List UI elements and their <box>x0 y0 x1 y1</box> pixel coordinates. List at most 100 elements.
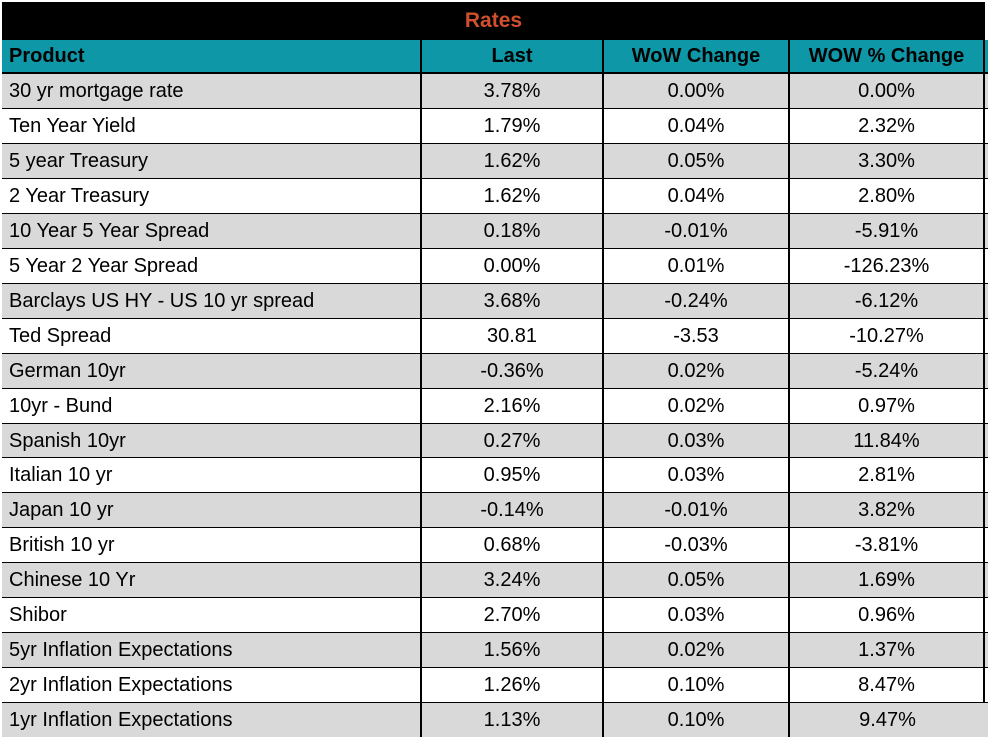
cell-last[interactable]: 0.95% <box>420 458 602 493</box>
cell-last[interactable]: 1.13% <box>420 703 602 737</box>
cell-wow-pct-change[interactable]: 0.97% <box>788 388 985 423</box>
cell-last[interactable]: 0.27% <box>420 423 602 458</box>
cell-wow-change[interactable]: 0.10% <box>602 668 788 703</box>
cell-wow-change[interactable]: 0.03% <box>602 458 788 493</box>
cell-product[interactable]: Shibor <box>9 604 67 627</box>
cell-wow-pct-change[interactable]: 9.47% <box>788 703 985 737</box>
cell-wow-change[interactable]: 0.05% <box>602 143 788 178</box>
cell-wow-pct-change[interactable]: 1.69% <box>788 563 985 598</box>
cell-wow-pct-change[interactable]: 3.30% <box>788 143 985 178</box>
cell-wow-pct-change[interactable]: 2.32% <box>788 108 985 143</box>
cell-product[interactable]: 2 Year Treasury <box>9 184 150 207</box>
cell-product[interactable]: Chinese 10 Yr <box>9 569 136 592</box>
cell-wow-change[interactable]: -0.01% <box>602 493 788 528</box>
cell-wow-pct-change[interactable]: -6.12% <box>788 283 985 318</box>
cell-wow-pct-change[interactable]: 0.96% <box>788 598 985 633</box>
table-row: 5yr Inflation Expectations 1.56% 0.02% 1… <box>2 633 988 669</box>
cell-last[interactable]: 1.62% <box>420 178 602 213</box>
cell-last[interactable]: 3.68% <box>420 283 602 318</box>
cell-last[interactable]: 1.26% <box>420 668 602 703</box>
table-row: 5 year Treasury 1.62% 0.05% 3.30% <box>2 143 988 179</box>
cell-wow-change[interactable]: 0.02% <box>602 388 788 423</box>
column-header-product[interactable]: Product <box>9 45 85 67</box>
cell-wow-pct-change[interactable]: 2.81% <box>788 458 985 493</box>
cell-wow-pct-change[interactable]: -3.81% <box>788 528 985 563</box>
table-row: 30 yr mortgage rate 3.78% 0.00% 0.00% <box>2 74 988 109</box>
cell-wow-change[interactable]: 0.03% <box>602 598 788 633</box>
cell-product[interactable]: Spanish 10yr <box>9 429 126 452</box>
table-row: Italian 10 yr 0.95% 0.03% 2.81% <box>2 458 988 494</box>
cell-wow-change[interactable]: -0.24% <box>602 283 788 318</box>
cell-product[interactable]: German 10yr <box>9 359 126 382</box>
table-row: 5 Year 2 Year Spread 0.00% 0.01% -126.23… <box>2 248 988 284</box>
cell-product[interactable]: Japan 10 yr <box>9 499 114 522</box>
table-row: 2yr Inflation Expectations 1.26% 0.10% 8… <box>2 668 988 704</box>
cell-wow-change[interactable]: 0.04% <box>602 108 788 143</box>
cell-last[interactable]: 30.81 <box>420 318 602 353</box>
table-title: Rates <box>464 9 523 32</box>
cell-wow-change[interactable]: 0.10% <box>602 703 788 737</box>
table-row: 1yr Inflation Expectations 1.13% 0.10% 9… <box>2 703 988 737</box>
cell-wow-pct-change[interactable]: 1.37% <box>788 633 985 668</box>
cell-last[interactable]: 3.24% <box>420 563 602 598</box>
cell-last[interactable]: -0.36% <box>420 353 602 388</box>
cell-wow-change[interactable]: 0.00% <box>602 74 788 108</box>
cell-wow-pct-change[interactable]: 2.80% <box>788 178 985 213</box>
cell-wow-pct-change[interactable]: 8.47% <box>788 668 985 703</box>
table-title-cell[interactable]: Rates <box>2 2 985 40</box>
cell-product[interactable]: 10yr - Bund <box>9 394 113 417</box>
cell-last[interactable]: 1.56% <box>420 633 602 668</box>
table-body: 30 yr mortgage rate 3.78% 0.00% 0.00% Te… <box>2 74 988 737</box>
cell-wow-pct-change[interactable]: 3.82% <box>788 493 985 528</box>
cell-last[interactable]: 0.68% <box>420 528 602 563</box>
cell-product[interactable]: 2yr Inflation Expectations <box>9 674 233 697</box>
column-header-last[interactable]: Last <box>420 40 602 72</box>
cell-product[interactable]: 10 Year 5 Year Spread <box>9 219 210 242</box>
cell-last[interactable]: 1.79% <box>420 108 602 143</box>
cell-last[interactable]: 0.18% <box>420 213 602 248</box>
cell-last[interactable]: 2.16% <box>420 388 602 423</box>
cell-last[interactable]: 1.62% <box>420 143 602 178</box>
cell-wow-pct-change[interactable]: -126.23% <box>788 248 985 283</box>
cell-product[interactable]: Ten Year Yield <box>9 114 136 137</box>
cell-wow-pct-change[interactable]: 11.84% <box>788 423 985 458</box>
cell-wow-pct-change[interactable]: -5.24% <box>788 353 985 388</box>
cell-product[interactable]: Barclays US HY - US 10 yr spread <box>9 289 315 312</box>
cell-product[interactable]: Ted Spread <box>9 324 112 347</box>
cell-last[interactable]: 3.78% <box>420 74 602 108</box>
cell-product[interactable]: British 10 yr <box>9 534 115 557</box>
cell-wow-change[interactable]: 0.05% <box>602 563 788 598</box>
column-header-wow-pct-change[interactable]: WOW % Change <box>788 40 985 72</box>
cell-product[interactable]: 1yr Inflation Expectations <box>9 709 233 732</box>
cell-wow-change[interactable]: 0.04% <box>602 178 788 213</box>
column-header-wow-change[interactable]: WoW Change <box>602 40 788 72</box>
cell-last[interactable]: -0.14% <box>420 493 602 528</box>
cell-wow-change[interactable]: -0.01% <box>602 213 788 248</box>
table-row: Shibor 2.70% 0.03% 0.96% <box>2 598 988 634</box>
cell-product[interactable]: 30 yr mortgage rate <box>9 79 184 102</box>
cell-wow-change[interactable]: 0.03% <box>602 423 788 458</box>
cell-wow-change[interactable]: 0.02% <box>602 353 788 388</box>
table-row: 2 Year Treasury 1.62% 0.04% 2.80% <box>2 178 988 214</box>
cell-wow-pct-change[interactable]: 0.00% <box>788 74 985 108</box>
cell-product[interactable]: Italian 10 yr <box>9 464 113 487</box>
cell-wow-change[interactable]: 0.02% <box>602 633 788 668</box>
cell-wow-change[interactable]: -0.03% <box>602 528 788 563</box>
cell-wow-pct-change[interactable]: -10.27% <box>788 318 985 353</box>
table-row: 10yr - Bund 2.16% 0.02% 0.97% <box>2 388 988 424</box>
table-row: Barclays US HY - US 10 yr spread 3.68% -… <box>2 283 988 319</box>
table-row: Japan 10 yr -0.14% -0.01% 3.82% <box>2 493 988 529</box>
table-header-row: Product Last WoW Change WOW % Change <box>2 40 988 74</box>
cell-wow-change[interactable]: -3.53 <box>602 318 788 353</box>
cell-wow-pct-change[interactable]: -5.91% <box>788 213 985 248</box>
cell-last[interactable]: 0.00% <box>420 248 602 283</box>
cell-product[interactable]: 5 Year 2 Year Spread <box>9 254 199 277</box>
cell-last[interactable]: 2.70% <box>420 598 602 633</box>
table-row: German 10yr -0.36% 0.02% -5.24% <box>2 353 988 389</box>
cell-product[interactable]: 5 year Treasury <box>9 149 148 172</box>
cell-wow-change[interactable]: 0.01% <box>602 248 788 283</box>
cell-product[interactable]: 5yr Inflation Expectations <box>9 639 233 662</box>
table-row: Chinese 10 Yr 3.24% 0.05% 1.69% <box>2 563 988 599</box>
table-title-row: Rates <box>2 2 988 40</box>
